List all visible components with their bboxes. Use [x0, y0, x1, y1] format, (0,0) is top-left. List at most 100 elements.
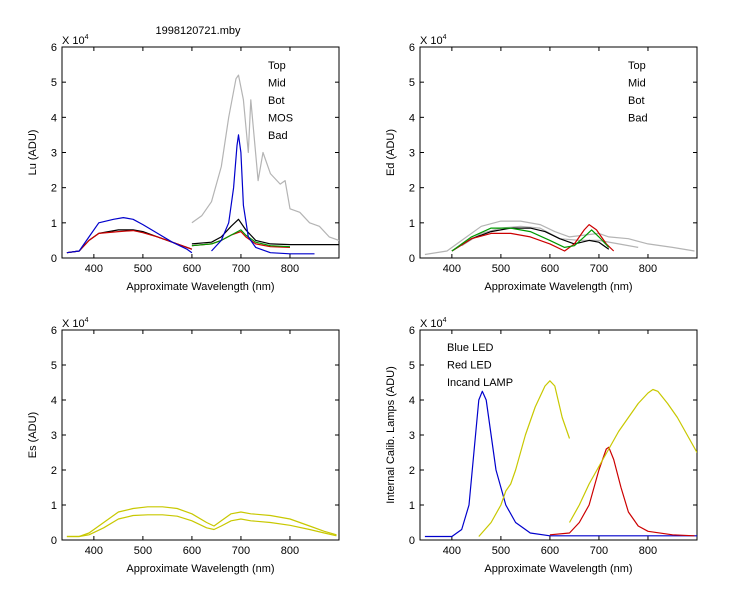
x-tick-label: 800: [639, 545, 657, 557]
series-line-blue-led: [424, 390, 697, 538]
series-line-incand-lamp: [568, 388, 697, 523]
x-tick-label: 500: [134, 263, 152, 275]
series-line-incand-lamp: [478, 380, 571, 537]
y-tick-label: 0: [51, 535, 57, 547]
x-tick-label: 500: [492, 545, 510, 557]
y-exponent-label: X 104: [420, 34, 447, 47]
legend-entry-incand-lamp: Incand LAMP: [447, 377, 513, 389]
y-tick-label: 4: [409, 395, 415, 407]
legend-entry-mid: Mid: [628, 78, 646, 90]
y-tick-label: 6: [51, 325, 57, 337]
y-tick-label: 4: [409, 112, 415, 124]
series-line-top: [191, 218, 339, 246]
x-axis-label: Approximate Wavelength (nm): [484, 281, 632, 293]
y-exponent-label: X 104: [62, 317, 89, 330]
plot-frame: [419, 46, 698, 259]
x-tick-label: 400: [85, 545, 103, 557]
series-line-mos: [211, 134, 315, 255]
x-tick-label: 600: [541, 263, 559, 275]
y-tick-label: 1: [51, 500, 57, 512]
y-tick-label: 1: [51, 218, 57, 230]
legend-entry-mid: Mid: [268, 78, 286, 90]
exponent-base: X 10: [420, 318, 443, 330]
x-tick-label: 700: [232, 545, 250, 557]
x-tick-label: 600: [183, 545, 201, 557]
series-line-bot: [451, 227, 610, 252]
series-line-es-lower: [66, 514, 337, 538]
exponent-base: X 10: [420, 35, 443, 47]
legend-entry-blue-led: Blue LED: [447, 342, 494, 354]
series-line-mos: [66, 217, 193, 254]
x-tick-label: 400: [443, 545, 461, 557]
y-axis-label: Es (ADU): [27, 412, 39, 458]
series-line-bad: [424, 220, 695, 256]
y-tick-label: 5: [51, 360, 57, 372]
x-tick-label: 400: [443, 263, 461, 275]
exponent-power: 4: [443, 34, 447, 41]
exponent-power: 4: [443, 317, 447, 324]
legend-entry-bot: Bot: [628, 95, 645, 107]
y-tick-label: 0: [409, 535, 415, 547]
x-tick-label: 800: [639, 263, 657, 275]
legend-entry-bad: Bad: [628, 113, 648, 125]
y-tick-label: 6: [51, 42, 57, 54]
legend-entry-bad: Bad: [268, 130, 288, 142]
y-tick-label: 2: [409, 183, 415, 195]
y-tick-label: 5: [409, 360, 415, 372]
y-tick-label: 2: [51, 183, 57, 195]
y-tick-label: 3: [409, 430, 415, 442]
y-tick-label: 3: [51, 148, 57, 160]
x-axis-label: Approximate Wavelength (nm): [484, 563, 632, 575]
exponent-power: 4: [85, 34, 89, 41]
series-line-mid: [451, 224, 615, 252]
y-tick-label: 6: [409, 42, 415, 54]
x-tick-label: 600: [541, 545, 559, 557]
exponent-power: 4: [85, 317, 89, 324]
y-tick-label: 1: [409, 218, 415, 230]
series-line-bot: [191, 229, 291, 248]
series-group: [66, 506, 337, 538]
series-line-red-led: [549, 446, 695, 537]
series-line-mid: [191, 231, 291, 248]
x-axis-label: Approximate Wavelength (nm): [126, 281, 274, 293]
series-line-es-upper: [66, 506, 337, 538]
series-group: [424, 220, 695, 256]
x-tick-label: 800: [281, 545, 299, 557]
y-tick-label: 0: [51, 253, 57, 265]
y-tick-label: 6: [409, 325, 415, 337]
y-tick-label: 2: [51, 465, 57, 477]
series-group: [424, 380, 697, 538]
y-tick-label: 0: [409, 253, 415, 265]
series-line-top: [451, 227, 610, 252]
series-group: [66, 74, 339, 255]
x-tick-label: 700: [590, 545, 608, 557]
plot-frame: [61, 46, 340, 259]
exponent-base: X 10: [62, 318, 85, 330]
y-tick-label: 2: [409, 465, 415, 477]
y-tick-label: 4: [51, 112, 57, 124]
y-axis-label: Internal Calib. Lamps (ADU): [385, 366, 397, 504]
x-axis-label: Approximate Wavelength (nm): [126, 563, 274, 575]
legend-entry-mos: MOS: [268, 113, 293, 125]
y-tick-label: 3: [409, 148, 415, 160]
series-line-bad: [191, 74, 339, 241]
x-tick-label: 500: [134, 545, 152, 557]
legend-entry-top: Top: [628, 60, 646, 72]
y-tick-label: 1: [409, 500, 415, 512]
legend-entry-red-led: Red LED: [447, 360, 492, 372]
y-exponent-label: X 104: [420, 317, 447, 330]
figure-title: 1998120721.mby: [155, 25, 241, 37]
x-tick-label: 800: [281, 263, 299, 275]
y-axis-label: Lu (ADU): [27, 130, 39, 176]
y-exponent-label: X 104: [62, 34, 89, 47]
x-tick-label: 700: [232, 263, 250, 275]
x-tick-label: 600: [183, 263, 201, 275]
y-tick-label: 4: [51, 395, 57, 407]
y-tick-label: 5: [51, 77, 57, 89]
legend-entry-top: Top: [268, 60, 286, 72]
